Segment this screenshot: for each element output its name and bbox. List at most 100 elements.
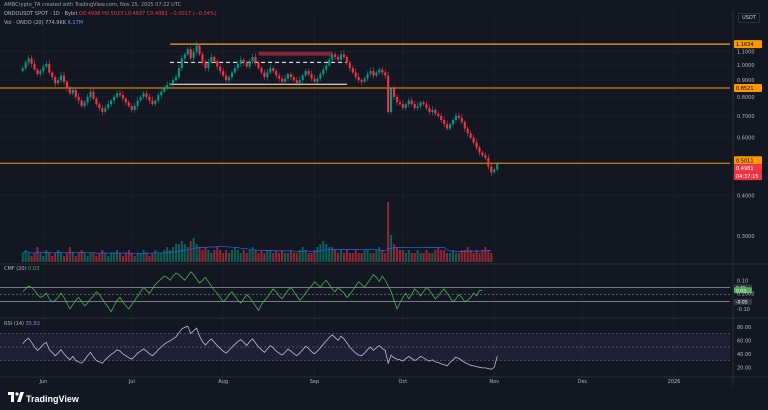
volume-bar [207,250,210,262]
candle-body [127,102,130,107]
time-tick-label: Jun [38,379,47,385]
candle-body [466,128,469,134]
volume-bar [177,244,180,262]
candle-body [160,91,163,96]
volume-bar [130,253,133,262]
volume-bar [171,247,175,262]
volume-bar [275,250,278,262]
candle-body [139,96,142,101]
candle-body [198,45,201,55]
candle-body [313,78,316,82]
volume-bar [139,253,142,262]
candle-body [192,51,195,59]
candle-body [227,77,231,81]
candle-body [92,91,95,99]
candle-body [118,93,122,96]
volume-bar [195,244,198,262]
volume-bar [475,250,478,262]
volume-bar [454,253,457,262]
candle-body [275,71,278,76]
volume-bar [127,250,130,262]
candle-body [354,72,357,78]
candle-body [222,71,225,76]
candle-body [381,69,384,73]
time-tick-label: Jul [128,379,135,385]
volume-bar [313,250,316,262]
volume-bar [325,244,328,262]
candle-body [95,98,98,105]
cmf-legend[interactable]: CMF (20) 0.03 [4,267,39,272]
volume-bar [225,250,228,262]
tag-last-price-bg [734,164,762,173]
tradingview-logo-icon [8,392,24,402]
price-tick-label: 0.8000 [737,95,755,101]
candle-body [407,100,410,105]
volume-bar [472,253,475,262]
volume-bar [384,253,387,262]
volume-bar [319,244,322,262]
rsi-axis-label: 40.00 [737,352,751,358]
volume-bar [213,250,216,262]
volume-bar [440,250,443,262]
candle-body [89,91,92,97]
candle-body [451,119,455,125]
volume-bar [278,253,281,262]
volume-bar [339,250,343,262]
volume-bar [39,253,42,262]
cmf-level-tag-bg [734,287,752,294]
candle-body [148,96,151,101]
volume-bar [60,253,63,262]
currency-selector[interactable]: USDT [738,13,760,23]
candle-body [298,80,301,84]
volume-bar [124,253,127,262]
volume-bar [180,241,183,262]
cmf-label: CMF (20) [4,266,27,272]
volume-bar [437,247,440,262]
candle-body [45,63,48,67]
volume-bar [157,253,160,262]
volume-bar [24,250,27,262]
candle-body [431,109,434,112]
time-tick-label: 2026 [668,379,681,385]
volume-bar [142,250,145,262]
volume-bar [272,253,275,262]
candle-body [478,147,481,153]
volume-bar [145,253,148,262]
candle-body [130,106,133,110]
volume-bar [322,241,325,262]
time-tick-label: Dec [578,379,588,385]
volume-bar [393,244,396,262]
candle-body [469,133,472,138]
volume-bar [89,253,92,262]
candle-body [163,88,166,92]
candle-body [48,63,51,73]
candle-body [449,124,452,129]
cmf-level-tag: 0.03 [736,288,746,294]
volume-bar [33,253,36,262]
volume-bar [239,253,242,262]
volume-bar [210,253,213,262]
volume-legend[interactable]: Vol · ONDO (20) 774.9KK 6.17M [4,21,83,26]
candle-body [372,71,375,76]
candle-body [272,68,275,72]
volume-bar [30,256,33,262]
rsi-legend[interactable]: RSI (14) 35.83 [4,322,40,327]
candle-body [328,59,331,66]
volume-bar [198,247,201,262]
candle-body [286,74,289,79]
volume-bar [298,250,301,262]
candle-body [142,93,145,97]
candle-body [195,45,198,52]
candle-body [54,77,57,84]
level-lines [0,43,730,164]
candle-body [487,158,490,167]
volume-bar [292,253,295,262]
volume-bar [192,238,195,262]
candle-body [248,61,251,67]
rsi-axis-label: 20.00 [737,365,751,371]
candle-body [390,88,393,112]
candle-body [27,58,30,63]
symbol-legend[interactable]: ONDOUSDT SPOT · 1D · Bybit O0.4998 H0.50… [4,12,217,17]
volume-bar [419,253,422,262]
